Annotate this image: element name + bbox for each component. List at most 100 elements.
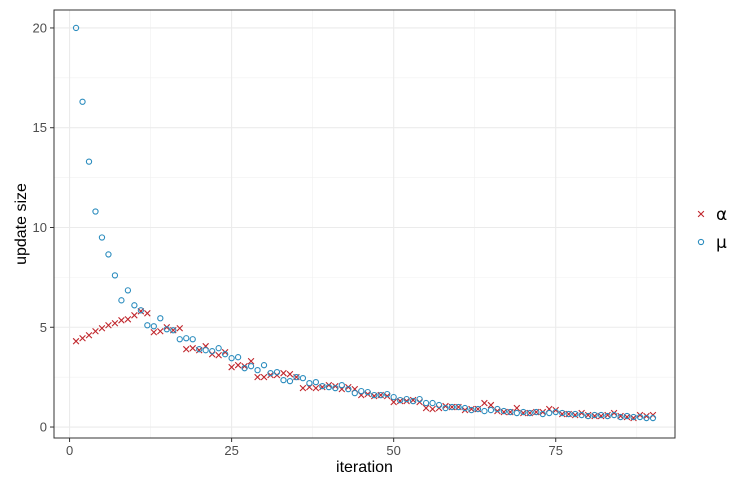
point-mu <box>422 399 430 407</box>
point-mu <box>273 369 281 376</box>
point-mu <box>520 408 527 416</box>
point-mu <box>591 411 598 419</box>
y-tick-label: 10 <box>33 220 47 235</box>
point-mu <box>371 391 378 399</box>
point-mu <box>533 408 540 416</box>
point-mu <box>630 413 637 421</box>
point-mu <box>170 327 177 334</box>
point-mu <box>280 376 287 384</box>
point-mu <box>468 406 475 414</box>
point-alpha <box>539 408 547 416</box>
point-mu <box>364 388 371 396</box>
series-layer <box>72 24 657 422</box>
point-alpha <box>72 337 80 345</box>
point-mu <box>79 98 86 105</box>
point-alpha <box>215 351 222 359</box>
point-alpha <box>234 361 242 369</box>
point-mu <box>241 365 248 372</box>
point-alpha <box>312 384 320 392</box>
point-alpha <box>286 370 294 378</box>
point-mu <box>390 393 397 401</box>
point-mu <box>559 409 566 417</box>
point-alpha <box>325 381 333 389</box>
point-mu <box>215 345 222 352</box>
point-mu <box>494 405 501 413</box>
point-alpha <box>247 357 255 365</box>
point-alpha <box>131 311 138 319</box>
point-alpha <box>228 363 235 371</box>
point-alpha <box>481 399 488 407</box>
point-alpha <box>267 371 274 379</box>
point-alpha <box>241 362 248 370</box>
point-mu <box>325 383 332 391</box>
point-mu <box>118 297 125 304</box>
point-mu <box>572 410 579 418</box>
point-alpha <box>176 324 184 332</box>
point-mu <box>597 411 605 419</box>
point-mu <box>338 381 345 389</box>
point-alpha <box>157 327 164 335</box>
point-mu <box>286 377 294 385</box>
point-mu <box>546 409 553 417</box>
point-alpha <box>260 373 268 381</box>
point-mu <box>409 397 417 405</box>
point-mu <box>163 326 170 333</box>
point-alpha <box>111 319 119 327</box>
y-tick-label: 15 <box>33 120 47 135</box>
point-alpha <box>182 345 190 353</box>
point-mu <box>539 410 546 418</box>
point-mu <box>442 404 449 412</box>
point-mu <box>578 411 585 419</box>
point-mu <box>293 373 300 381</box>
y-tick-label: 0 <box>40 420 47 435</box>
panel-background <box>54 10 675 438</box>
point-mu <box>202 347 209 354</box>
legend-key-1 <box>697 238 705 246</box>
point-alpha <box>189 344 197 352</box>
point-mu <box>124 287 132 294</box>
point-alpha <box>118 316 125 324</box>
point-mu <box>98 234 106 241</box>
legend-key-0 <box>697 210 705 218</box>
point-mu <box>85 158 93 165</box>
point-mu <box>455 403 462 411</box>
point-alpha <box>461 406 469 414</box>
point-alpha <box>92 327 99 335</box>
point-alpha <box>79 334 86 342</box>
point-alpha <box>636 411 644 419</box>
point-mu <box>209 348 216 355</box>
legend-label-1: μ <box>716 233 727 253</box>
point-mu <box>176 336 183 343</box>
y-tick-label: 20 <box>33 20 47 35</box>
point-mu <box>416 395 423 403</box>
point-mu <box>487 406 495 414</box>
point-mu <box>183 335 190 342</box>
point-alpha <box>280 369 287 377</box>
y-tick-label: 5 <box>40 320 47 335</box>
legend: αμ <box>697 205 727 253</box>
x-tick-label: 0 <box>66 443 73 458</box>
point-mu <box>623 412 631 420</box>
point-mu <box>403 395 410 403</box>
series-1 <box>72 24 657 422</box>
point-alpha <box>610 409 618 417</box>
point-mu <box>643 414 650 422</box>
point-mu <box>377 391 384 399</box>
grid <box>54 10 675 438</box>
point-mu <box>513 409 520 417</box>
point-mu <box>565 410 572 418</box>
point-mu <box>157 315 164 322</box>
point-alpha <box>429 405 436 413</box>
panel-border <box>53 9 676 439</box>
point-mu <box>267 370 274 377</box>
point-mu <box>319 382 326 390</box>
point-mu <box>299 374 307 382</box>
point-mu <box>429 399 436 407</box>
point-mu <box>221 351 229 358</box>
point-mu <box>92 208 99 215</box>
point-alpha <box>383 392 391 400</box>
point-alpha <box>403 397 410 405</box>
point-alpha <box>221 348 229 356</box>
point-alpha <box>487 401 495 409</box>
point-alpha <box>144 310 151 317</box>
